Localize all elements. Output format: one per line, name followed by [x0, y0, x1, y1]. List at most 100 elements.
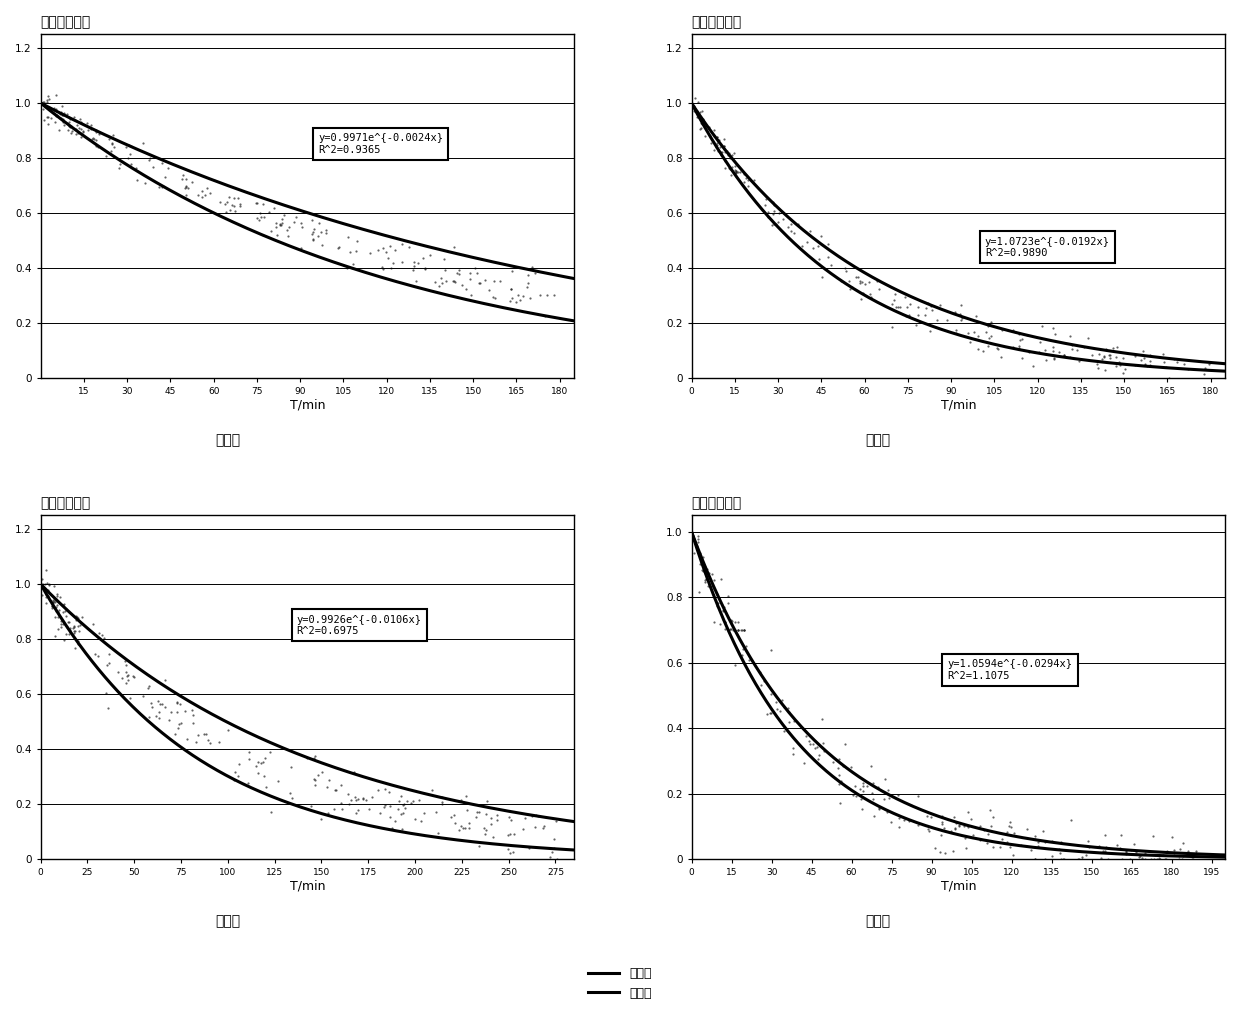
Point	[222, 197, 242, 213]
Point	[874, 790, 894, 807]
Point	[973, 822, 993, 838]
Point	[684, 89, 704, 106]
Point	[1148, 849, 1168, 866]
Point	[480, 281, 500, 298]
Point	[508, 288, 528, 304]
Point	[1116, 361, 1136, 377]
Point	[53, 596, 73, 613]
Point	[1136, 850, 1156, 867]
Point	[1050, 845, 1070, 862]
Point	[1174, 356, 1194, 372]
Point	[303, 224, 322, 240]
Point	[146, 708, 166, 724]
Point	[192, 183, 212, 199]
Point	[255, 750, 275, 766]
Point	[248, 754, 268, 770]
Point	[482, 289, 502, 305]
Point	[718, 595, 738, 612]
Point	[717, 143, 737, 160]
Point	[815, 744, 835, 760]
Point	[46, 602, 66, 619]
Point	[53, 107, 73, 123]
Point	[828, 760, 848, 776]
Point	[702, 578, 722, 594]
Point	[501, 812, 521, 828]
Point	[906, 316, 926, 332]
Point	[71, 114, 91, 130]
Point	[945, 820, 965, 836]
Point	[238, 775, 258, 791]
Point	[1003, 339, 1023, 356]
Point	[153, 179, 172, 195]
Point	[37, 94, 57, 111]
Point	[1110, 355, 1130, 371]
Point	[768, 701, 787, 717]
Point	[55, 105, 74, 121]
Point	[1143, 828, 1163, 844]
Legend: 实测值, 拟合线: 实测值, 拟合线	[583, 962, 657, 1005]
Point	[722, 613, 742, 629]
Point	[226, 202, 246, 218]
Point	[291, 219, 311, 236]
Point	[1001, 839, 1021, 855]
Point	[718, 588, 738, 605]
Point	[449, 266, 469, 282]
Point	[64, 109, 84, 125]
Point	[751, 677, 771, 693]
Point	[87, 124, 107, 140]
Point	[1100, 350, 1120, 366]
Point	[60, 114, 79, 130]
Point	[303, 226, 322, 242]
Point	[33, 576, 53, 592]
Point	[281, 790, 301, 807]
Point	[526, 265, 546, 281]
Point	[704, 128, 724, 144]
Point	[175, 703, 195, 719]
Point	[853, 774, 873, 790]
Point	[1017, 821, 1037, 837]
Point	[980, 330, 999, 346]
Point	[835, 260, 854, 276]
Point	[1033, 318, 1053, 334]
Text: y=1.0594e^{-0.0294x}
R^2=1.1075: y=1.0594e^{-0.0294x} R^2=1.1075	[947, 659, 1073, 681]
Point	[286, 208, 306, 225]
Point	[1145, 847, 1164, 864]
Point	[963, 827, 983, 843]
Point	[388, 801, 408, 817]
Point	[1071, 850, 1091, 867]
Point	[1100, 346, 1120, 363]
Point	[1167, 354, 1187, 370]
Point	[123, 668, 143, 684]
Point	[118, 666, 138, 683]
Point	[688, 546, 708, 562]
Point	[55, 117, 74, 133]
Point	[691, 104, 711, 120]
Point	[1043, 320, 1063, 336]
Point	[46, 101, 66, 117]
Point	[1099, 850, 1118, 867]
Point	[701, 128, 720, 144]
Point	[172, 172, 192, 188]
Point	[955, 830, 975, 846]
Point	[542, 844, 562, 861]
Point	[60, 118, 79, 134]
Point	[40, 91, 60, 108]
Point	[339, 796, 358, 812]
Point	[696, 565, 715, 581]
Point	[304, 750, 324, 766]
Point	[498, 827, 518, 843]
Point	[761, 686, 781, 702]
Point	[503, 826, 523, 842]
Point	[951, 297, 971, 313]
Point	[714, 131, 734, 147]
Point	[687, 104, 707, 120]
Point	[45, 594, 64, 611]
Point	[224, 198, 244, 214]
Point	[714, 138, 734, 154]
Point	[50, 122, 69, 138]
Point	[1145, 850, 1164, 867]
Point	[43, 595, 63, 612]
Point	[249, 212, 269, 229]
Point	[1081, 346, 1101, 363]
Point	[714, 141, 734, 157]
